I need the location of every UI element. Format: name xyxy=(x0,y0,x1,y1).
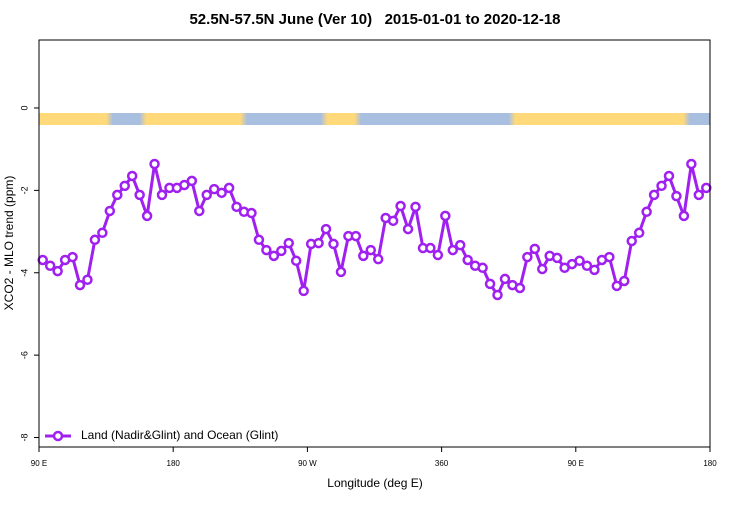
data-point xyxy=(298,285,309,297)
data-point xyxy=(156,189,168,201)
data-point xyxy=(619,275,630,287)
land-ocean-band xyxy=(39,113,710,125)
data-point xyxy=(402,223,414,235)
data-point xyxy=(253,234,265,246)
data-point xyxy=(261,244,272,256)
data-point xyxy=(290,255,302,267)
data-point xyxy=(529,243,541,255)
data-point xyxy=(604,251,615,263)
data-point xyxy=(477,262,488,274)
data-point xyxy=(372,253,384,265)
x-tick-label: 360 xyxy=(435,459,449,468)
data-point xyxy=(37,254,48,266)
data-point xyxy=(358,250,369,262)
data-point xyxy=(671,190,682,202)
data-point xyxy=(514,282,526,294)
data-point xyxy=(320,223,332,235)
chart-title: 52.5N-57.5N June (Ver 10) 2015-01-01 to … xyxy=(189,11,560,28)
data-point xyxy=(395,200,406,212)
data-point xyxy=(223,182,235,194)
data-point xyxy=(283,237,295,249)
data-point xyxy=(454,239,466,251)
data-point xyxy=(440,210,451,222)
data-point xyxy=(589,264,600,276)
data-point xyxy=(537,263,548,275)
data-point xyxy=(186,175,198,187)
y-tick-label: -2 xyxy=(19,186,29,194)
data-point xyxy=(447,244,459,256)
data-point xyxy=(484,278,496,290)
data-point xyxy=(387,215,399,227)
data-point xyxy=(656,180,667,192)
x-axis-label: Longitude (deg E) xyxy=(327,476,422,490)
data-point xyxy=(134,189,145,201)
data-point xyxy=(328,238,339,250)
data-point xyxy=(574,255,585,267)
data-point xyxy=(216,187,227,199)
data-point xyxy=(499,273,511,285)
x-tick-label: 90 W xyxy=(298,459,317,468)
data-point xyxy=(82,274,93,286)
data-point xyxy=(425,242,436,254)
data-point xyxy=(52,265,63,277)
plot-frame xyxy=(38,39,711,448)
legend-marker xyxy=(52,430,64,442)
data-point xyxy=(641,206,652,218)
data-point xyxy=(44,260,56,271)
legend-label: Land (Nadir&Glint) and Ocean (Glint) xyxy=(81,428,278,442)
data-point xyxy=(201,189,212,201)
data-point xyxy=(693,189,705,201)
data-point xyxy=(89,234,101,246)
data-point xyxy=(74,279,86,291)
data-point xyxy=(410,201,421,213)
data-point xyxy=(313,237,324,249)
data-point xyxy=(350,230,362,242)
data-point xyxy=(231,201,242,213)
data-point xyxy=(149,158,160,170)
data-point xyxy=(701,182,712,194)
data-point xyxy=(633,227,645,239)
data-point xyxy=(194,205,205,217)
data-point xyxy=(112,189,123,201)
data-point xyxy=(432,249,444,261)
y-tick-label: -6 xyxy=(19,351,29,359)
x-tick-label: 180 xyxy=(167,459,181,468)
data-point xyxy=(126,170,138,182)
y-axis-label: XCO2 - MLO trend (ppm) xyxy=(2,176,16,311)
data-point xyxy=(686,158,697,170)
data-point xyxy=(104,205,116,217)
data-point xyxy=(246,207,257,219)
x-tick-label: 90 E xyxy=(31,459,47,468)
y-tick-label: -4 xyxy=(19,269,29,277)
data-point xyxy=(581,260,593,271)
data-point xyxy=(276,245,287,257)
data-point xyxy=(97,227,108,239)
data-point xyxy=(551,252,563,264)
data-point xyxy=(141,210,153,222)
data-point xyxy=(663,170,675,182)
data-point xyxy=(611,280,623,292)
data-point xyxy=(648,189,660,201)
data-point xyxy=(365,244,377,256)
x-tick-label: 90 E xyxy=(568,459,584,468)
data-point xyxy=(626,235,637,247)
x-tick-label: 180 xyxy=(703,459,717,468)
data-point xyxy=(119,180,130,192)
y-tick-label: -8 xyxy=(19,434,29,442)
data-point xyxy=(335,266,347,278)
data-point xyxy=(179,179,190,191)
y-tick-label: 0 xyxy=(19,105,29,110)
data-point xyxy=(67,251,78,263)
data-point xyxy=(462,254,473,266)
data-point xyxy=(678,210,690,222)
plot-area: 0 -2 -4 -6 -8 90 E 180 90 W 360 90 E 180 Land (Nadi… xyxy=(19,105,717,468)
data-point xyxy=(522,251,533,263)
data-point xyxy=(492,289,503,301)
data-point xyxy=(268,250,280,262)
